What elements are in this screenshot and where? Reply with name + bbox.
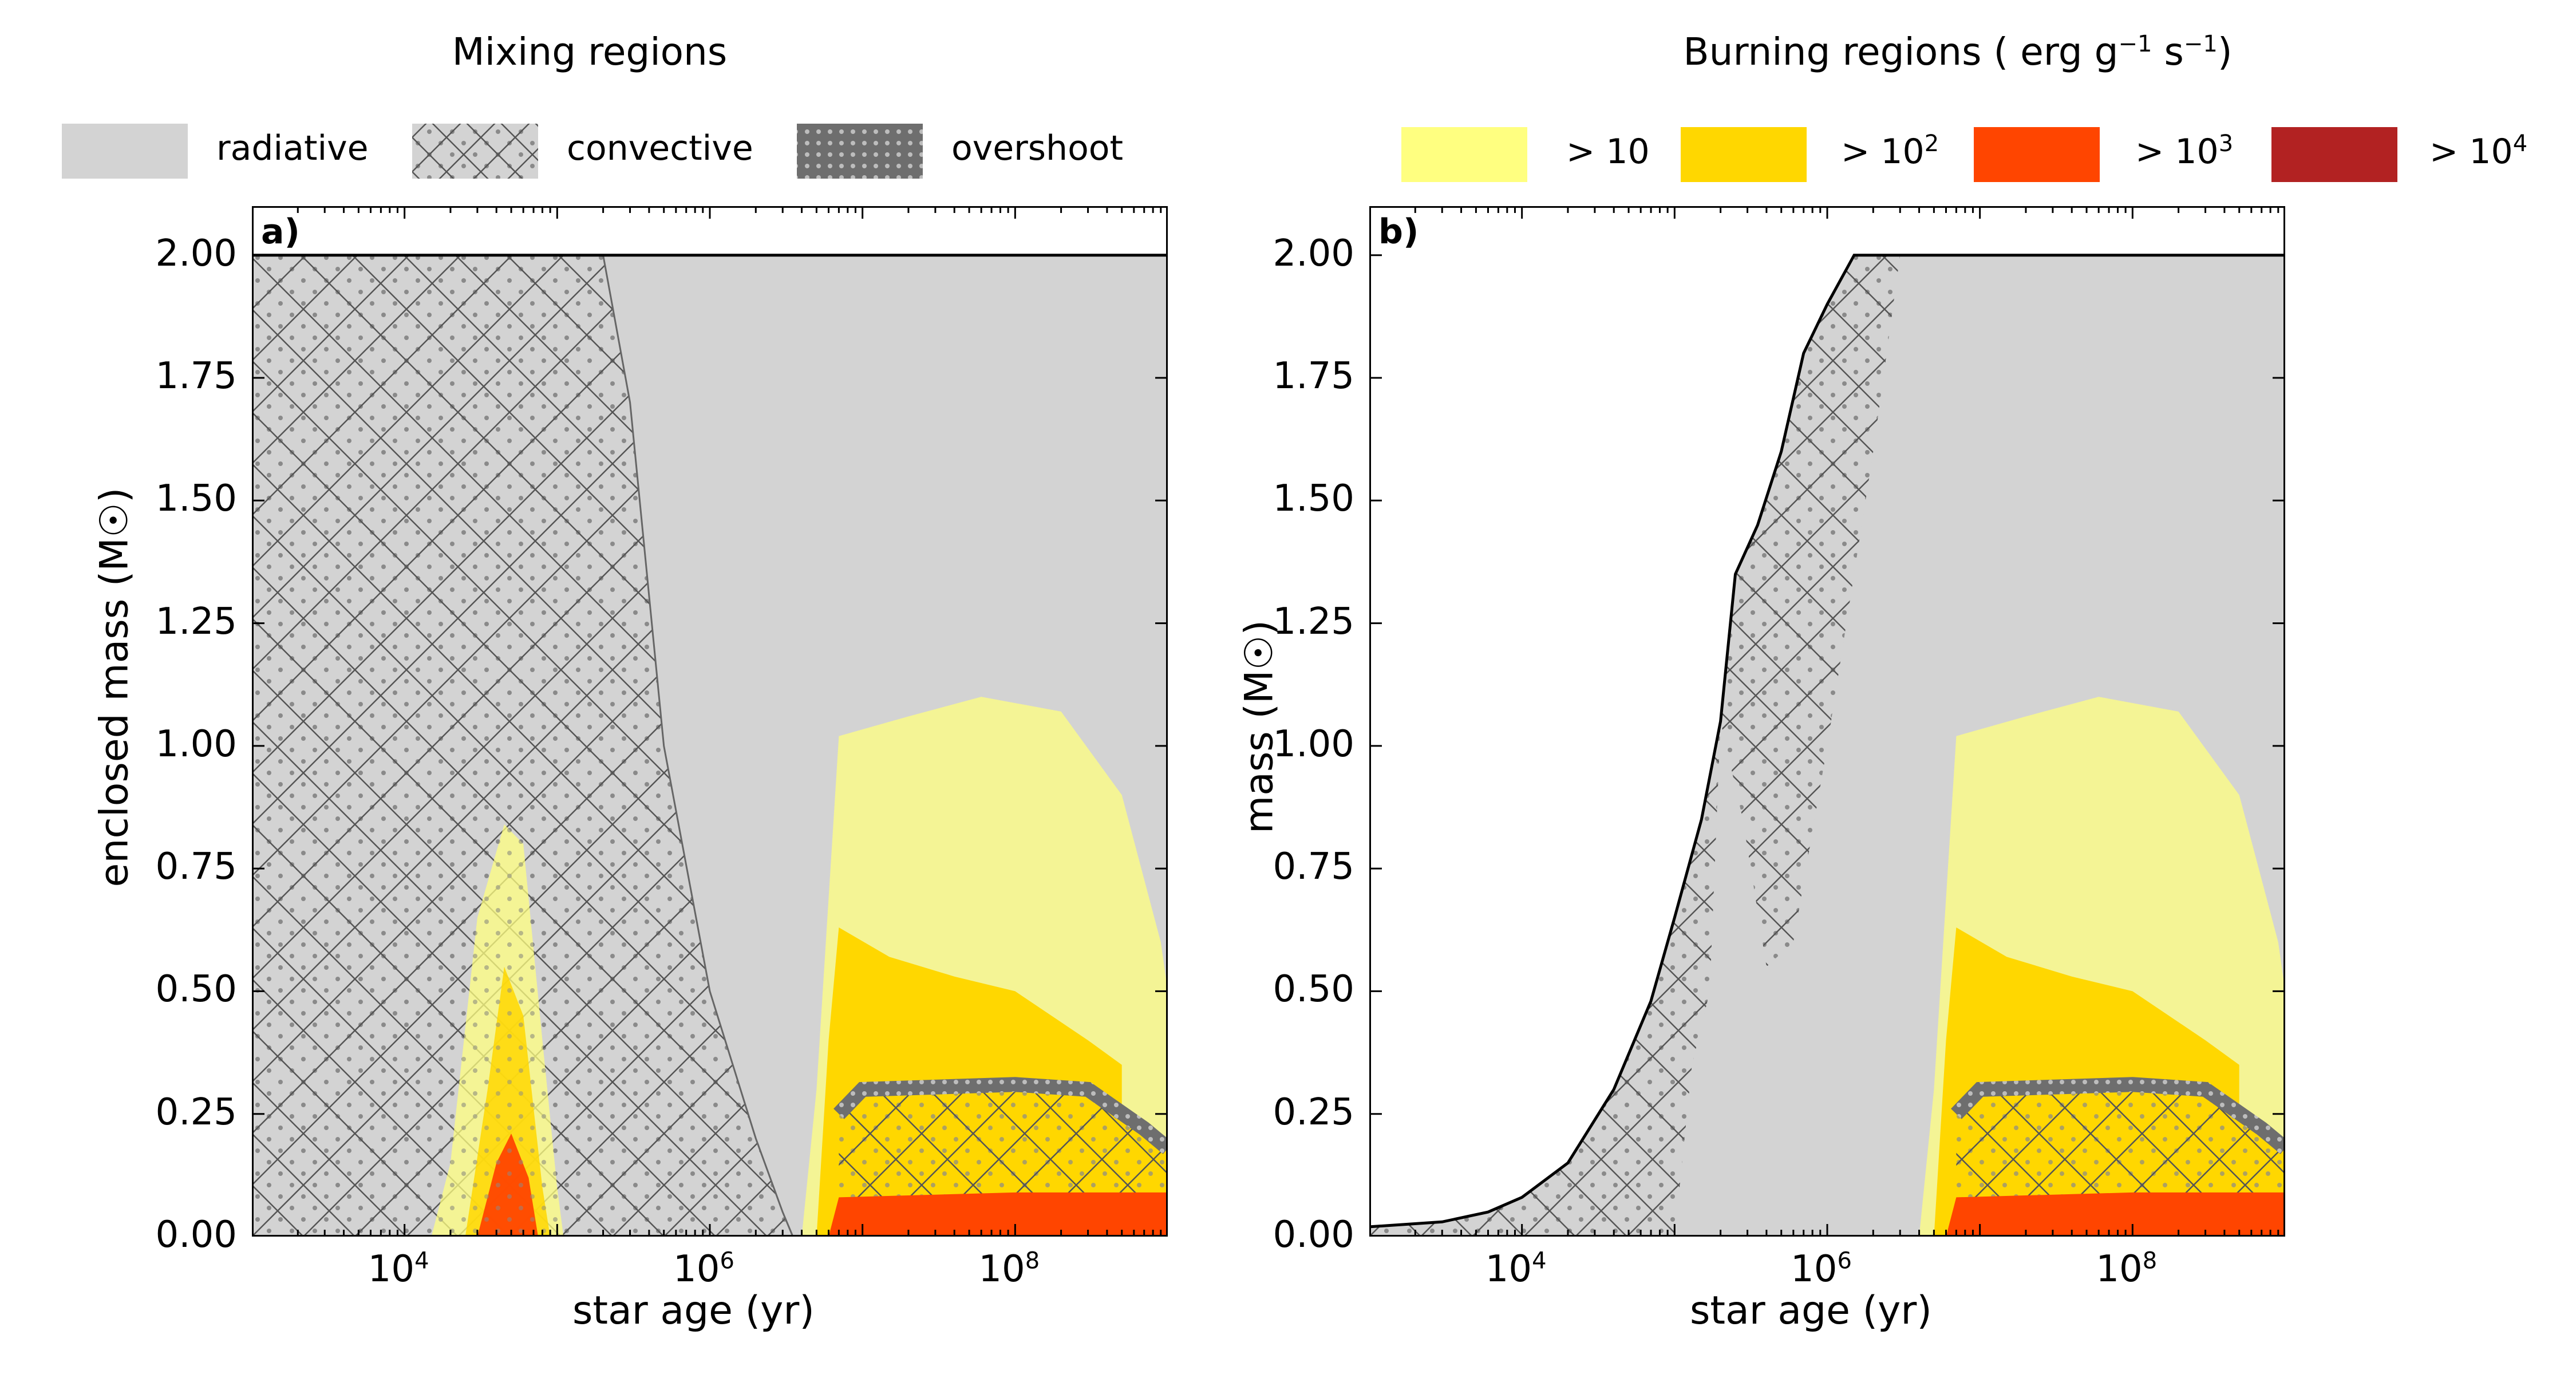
burning-pre-ms-dots (431, 824, 564, 1237)
xtick-label: 104 (1485, 1247, 1547, 1290)
stellar-mass-line (1369, 254, 2285, 1229)
panel-a-label: a) (261, 212, 300, 252)
ytick-label: 1.00 (155, 722, 238, 765)
panel-b-plot (1369, 206, 2285, 1237)
ytick-label: 1.25 (155, 600, 238, 643)
ytick-label: 2.00 (155, 232, 238, 275)
panel-b-xlabel: star age (yr) (1690, 1288, 1932, 1333)
swatch-overshoot (797, 124, 923, 179)
mixing-legend-swatches (62, 124, 923, 179)
burning-ms-b3 (1946, 1192, 2285, 1237)
xtick-label: 106 (1791, 1247, 1852, 1290)
swatch-burning-10000 (2271, 127, 2397, 182)
burning-ms-b3 (828, 1192, 1168, 1237)
xtick-label: 104 (368, 1247, 429, 1290)
ytick-label: 0.25 (1273, 1091, 1355, 1134)
panel-a-xlabel: star age (yr) (572, 1288, 815, 1333)
burning-legend-title: Burning regions ( erg g−1 s−1) (1683, 30, 2233, 74)
ytick-label: 0.75 (155, 846, 238, 889)
ytick-label: 0.50 (155, 968, 238, 1011)
xtick-label: 106 (673, 1247, 734, 1290)
overshoot-band (1951, 1077, 2285, 1154)
legend-label-overshoot: overshoot (951, 128, 1124, 168)
ytick-label: 1.50 (155, 477, 238, 520)
panel-b-label: b) (1378, 212, 1419, 252)
ytick-label: 1.75 (155, 355, 238, 397)
swatch-burning-100 (1681, 127, 1807, 182)
mixing-legend-title: Mixing regions (452, 30, 728, 74)
convective-envelope-layer-2 (252, 255, 793, 1237)
ytick-label: 1.75 (1273, 355, 1355, 397)
legend-label-burning-100: > 102 (1841, 131, 1939, 172)
swatch-burning-1000 (1974, 127, 2100, 182)
ytick-label: 0.00 (1273, 1214, 1355, 1256)
ytick-label: 0.50 (1273, 968, 1355, 1011)
legend-label-radiative: radiative (216, 128, 369, 168)
swatch-convective (412, 124, 538, 179)
legend-label-burning-1000: > 103 (2135, 131, 2234, 172)
ytick-label: 0.25 (155, 1091, 238, 1134)
swatch-radiative (62, 124, 188, 179)
legend-label-burning-10: > 10 (1566, 132, 1650, 172)
swatch-burning-10 (1401, 127, 1527, 182)
ytick-label: 2.00 (1273, 232, 1355, 275)
xtick-label: 108 (978, 1247, 1040, 1290)
ytick-label: 1.25 (1273, 600, 1355, 643)
legend-label-burning-10000: > 104 (2429, 131, 2528, 172)
ytick-label: 0.00 (155, 1214, 238, 1256)
panel-a-plot (252, 206, 1168, 1237)
legend-label-convective: convective (567, 128, 753, 168)
overshoot-band (833, 1077, 1168, 1154)
ytick-label: 0.75 (1273, 846, 1355, 889)
ytick-label: 1.00 (1273, 722, 1355, 765)
xtick-label: 108 (2096, 1247, 2158, 1290)
ytick-label: 1.50 (1273, 477, 1355, 520)
